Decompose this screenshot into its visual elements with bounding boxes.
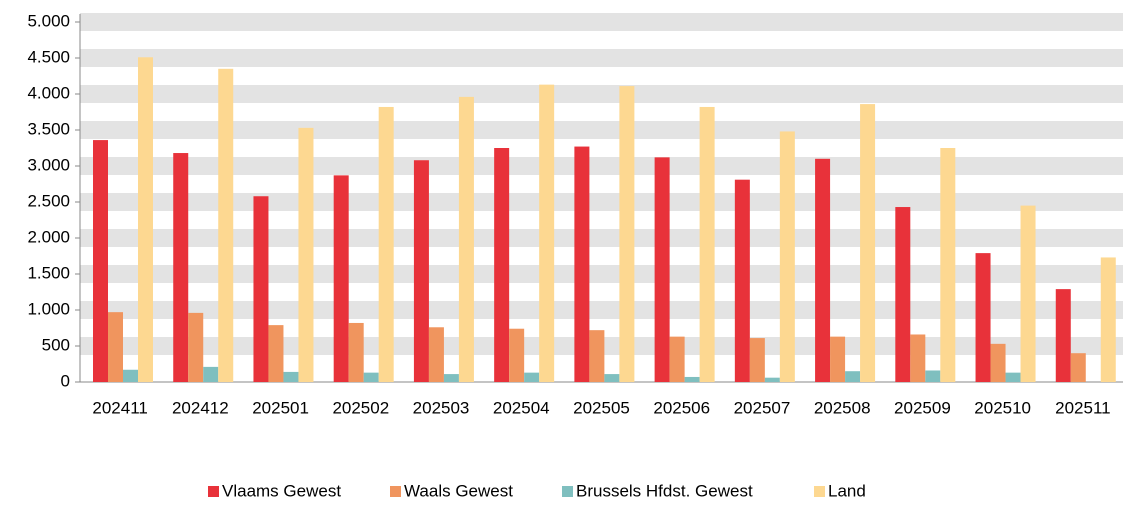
y-tick-label: 2.000: [27, 227, 70, 246]
x-tick-label: 202505: [573, 398, 630, 417]
x-tick-label: 202506: [653, 398, 710, 417]
bar: [524, 372, 540, 382]
bar: [619, 86, 635, 382]
y-tick-label: 0: [61, 371, 70, 390]
bar: [283, 371, 299, 382]
legend-label: Vlaams Gewest: [222, 481, 341, 500]
x-tick-label: 202412: [172, 398, 229, 417]
bar: [93, 140, 108, 382]
legend-swatch: [562, 486, 573, 497]
bar: [268, 325, 284, 382]
bar: [428, 327, 444, 382]
bar: [845, 371, 861, 382]
bar: [975, 253, 991, 382]
legend-label: Brussels Hfdst. Gewest: [576, 481, 753, 500]
bar: [940, 148, 956, 382]
bar: [348, 322, 364, 382]
y-tick-label: 3.000: [27, 155, 70, 174]
bar: [123, 369, 138, 382]
x-tick-label: 202509: [894, 398, 951, 417]
bar: [458, 96, 474, 382]
y-tick-label: 1.000: [27, 299, 70, 318]
bar: [815, 158, 831, 382]
bar: [604, 374, 620, 382]
bar: [108, 312, 123, 382]
bar: [218, 68, 234, 383]
y-tick-label: 2.500: [27, 191, 70, 210]
y-tick-label: 500: [42, 335, 70, 354]
y-tick-label: 5.000: [27, 11, 70, 30]
bar: [699, 106, 715, 383]
bar: [669, 336, 685, 382]
legend-label: Land: [828, 481, 866, 500]
bar: [1070, 353, 1086, 382]
bar: [298, 127, 314, 382]
bar: [253, 196, 269, 382]
bar: [830, 336, 846, 382]
legend-swatch: [390, 486, 401, 497]
bar: [1020, 205, 1036, 382]
x-tick-label: 202511: [1055, 398, 1110, 417]
bar: [173, 153, 189, 382]
bar: [779, 131, 795, 382]
bar: [413, 160, 429, 382]
bar: [895, 207, 911, 382]
bar: [1100, 257, 1116, 382]
bar: [589, 330, 605, 382]
bar: [860, 104, 876, 382]
bar: [910, 334, 926, 382]
bar: [684, 376, 700, 382]
bar: [1055, 289, 1071, 382]
y-tick-label: 1.500: [27, 263, 70, 282]
bar: [188, 312, 204, 382]
bar: [654, 157, 670, 382]
legend-swatch: [208, 486, 219, 497]
bar: [1005, 372, 1021, 382]
x-tick-label: 202501: [252, 398, 309, 417]
bar: [990, 343, 1006, 382]
bar: [574, 146, 590, 382]
x-tick-label: 202411: [92, 398, 147, 417]
bar: [509, 328, 525, 382]
bar: [138, 57, 153, 382]
x-tick-label: 202508: [814, 398, 871, 417]
bar: [378, 106, 394, 383]
x-tick-label: 202502: [332, 398, 389, 417]
bar: [734, 179, 750, 382]
bar: [764, 377, 780, 382]
x-tick-label: 202510: [974, 398, 1031, 417]
bar: [333, 175, 349, 382]
legend-label: Waals Gewest: [404, 481, 513, 500]
bar: [494, 148, 510, 382]
bar: [363, 372, 379, 382]
bar: [443, 374, 459, 382]
x-tick-label: 202507: [734, 398, 791, 417]
x-tick-label: 202504: [493, 398, 550, 417]
bar: [925, 370, 941, 382]
bar: [203, 366, 219, 382]
bar: [749, 338, 765, 382]
x-tick-label: 202503: [413, 398, 470, 417]
y-tick-label: 3.500: [27, 119, 70, 138]
y-tick-label: 4.000: [27, 83, 70, 102]
bar: [539, 84, 555, 382]
y-tick-label: 4.500: [27, 47, 70, 66]
legend-swatch: [814, 486, 825, 497]
